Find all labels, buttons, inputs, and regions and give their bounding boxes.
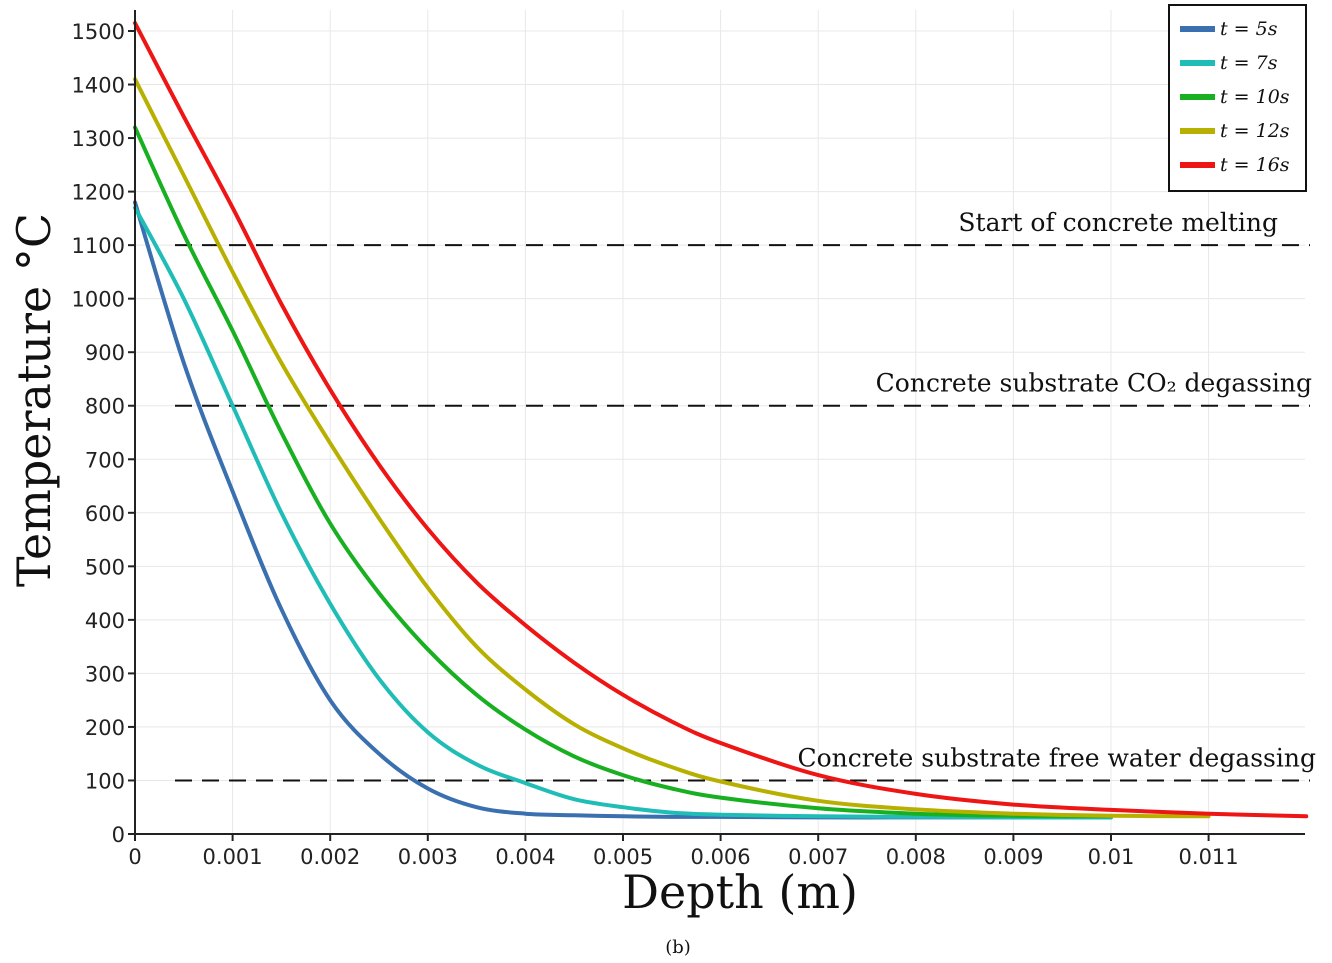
x-tick-label: 0.003 (398, 845, 458, 869)
x-tick-label: 0.009 (983, 845, 1043, 869)
threshold-lines (175, 244, 1310, 782)
y-tick-label: 1100 (72, 234, 125, 258)
annotations: Start of concrete melting Concrete substr… (797, 208, 1316, 772)
y-tick-label: 700 (85, 448, 125, 472)
x-tick-label: 0.005 (593, 845, 653, 869)
y-tick-label: 0 (112, 823, 125, 847)
legend-label: t = 7s (1220, 52, 1278, 74)
y-tick-label: 1000 (72, 288, 125, 312)
x-tick-label: 0.011 (1179, 845, 1239, 869)
legend-label: t = 16s (1220, 154, 1290, 176)
series-line-2 (133, 205, 1113, 820)
x-tick-label: 0.007 (788, 845, 848, 869)
y-tick-label: 900 (85, 341, 125, 365)
y-tick-labels: 0 100 200 300 400 500 600 700 800 900 1000 1100 1200… (72, 20, 125, 847)
series-line-5 (133, 21, 1309, 819)
series-line-4 (133, 77, 1211, 819)
annotation-label: Start of concrete melting (958, 208, 1278, 237)
y-tick-label: 500 (85, 555, 125, 579)
series-lines (133, 21, 1309, 820)
y-tick-label: 100 (85, 769, 125, 793)
x-tick-label: 0.01 (1088, 845, 1135, 869)
legend-label: t = 10s (1220, 86, 1290, 108)
legend-label: t = 12s (1220, 120, 1290, 142)
x-axis-title: Depth (m) (622, 865, 858, 919)
y-tick-label: 1300 (72, 127, 125, 151)
x-tick-label: 0.001 (203, 845, 263, 869)
legend-label: t = 5s (1220, 18, 1278, 40)
figure-caption: (b) (665, 937, 691, 958)
annotation-label: Concrete substrate free water degassing (797, 743, 1316, 772)
axes (128, 10, 1305, 841)
y-tick-label: 400 (85, 609, 125, 633)
y-axis-title: Temperature °C (7, 213, 61, 587)
y-tick-label: 1400 (72, 74, 125, 98)
y-tick-label: 800 (85, 395, 125, 419)
y-tick-label: 200 (85, 716, 125, 740)
y-tick-label: 600 (85, 502, 125, 526)
y-tick-label: 300 (85, 662, 125, 686)
series-line-3 (133, 125, 1113, 819)
legend: t = 5s t = 7s t = 10s t = 12s t = 16s (1168, 4, 1307, 192)
y-tick-label: 1500 (72, 20, 125, 44)
y-tick-label: 1200 (72, 181, 125, 205)
x-tick-label: 0.004 (495, 845, 555, 869)
annotation-label: Concrete substrate CO₂ degassing (876, 369, 1312, 398)
x-tick-label: 0.006 (691, 845, 751, 869)
x-tick-label: 0.002 (300, 845, 360, 869)
x-tick-label: 0 (128, 845, 141, 869)
x-tick-label: 0.008 (886, 845, 946, 869)
grid-lines (134, 10, 1305, 835)
x-tick-labels: 0 0.001 0.002 0.003 0.004 0.005 0.006 0.007 0.00… (128, 845, 1238, 869)
